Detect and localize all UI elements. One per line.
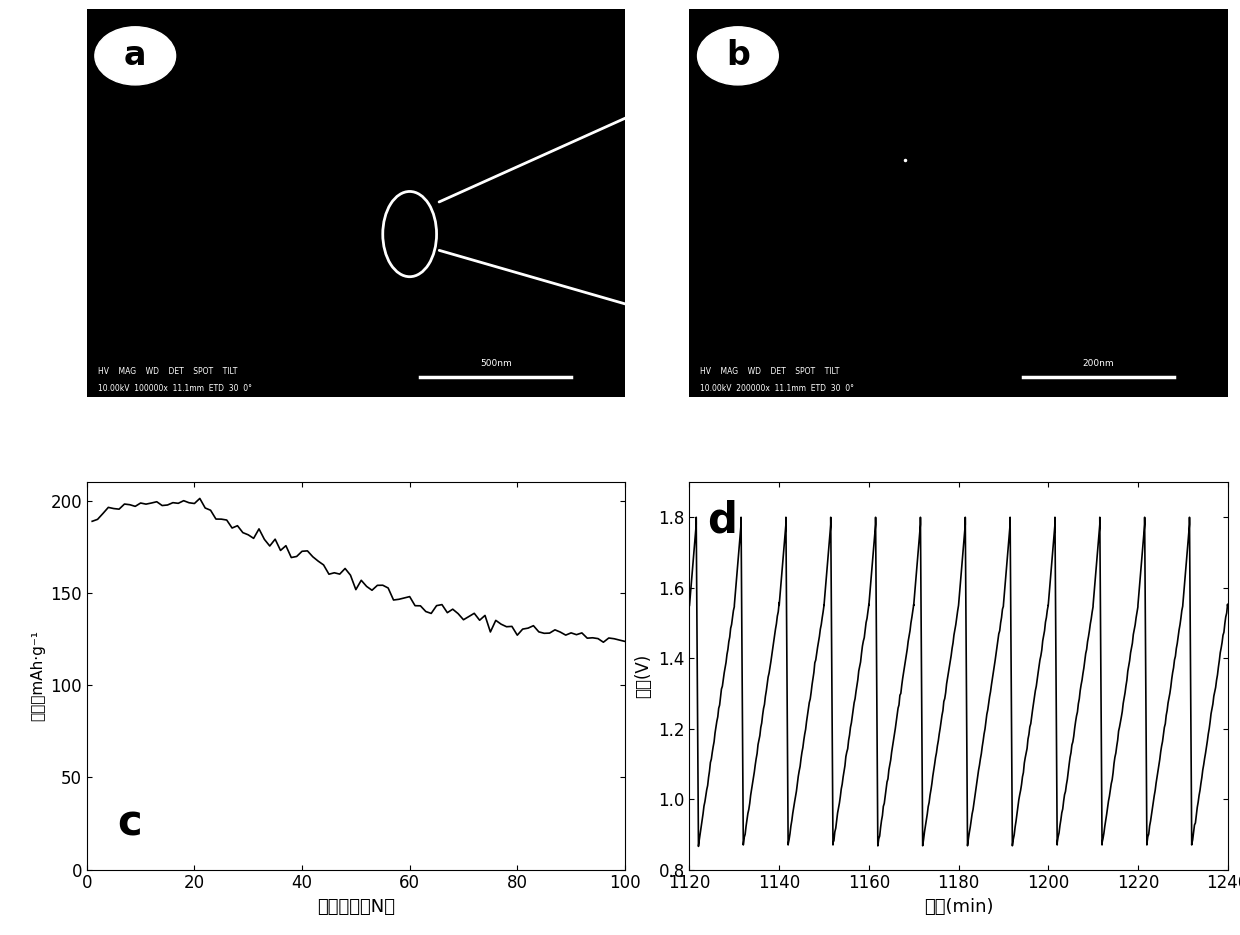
Text: 200nm: 200nm xyxy=(1083,359,1115,367)
Text: 10.00kV  100000x  11.1mm  ETD  30  0°: 10.00kV 100000x 11.1mm ETD 30 0° xyxy=(98,384,252,393)
Text: 500nm: 500nm xyxy=(480,359,512,367)
X-axis label: 循环次数（N）: 循环次数（N） xyxy=(317,898,394,916)
Y-axis label: 比容量mAh·g⁻¹: 比容量mAh·g⁻¹ xyxy=(30,630,45,721)
Circle shape xyxy=(95,27,176,85)
Text: HV    MAG    WD    DET    SPOT    TILT: HV MAG WD DET SPOT TILT xyxy=(98,367,237,376)
Y-axis label: 电压(V): 电压(V) xyxy=(635,654,652,698)
Text: HV    MAG    WD    DET    SPOT    TILT: HV MAG WD DET SPOT TILT xyxy=(701,367,839,376)
Text: a: a xyxy=(124,39,146,72)
Text: c: c xyxy=(118,802,143,844)
Text: 10.00kV  200000x  11.1mm  ETD  30  0°: 10.00kV 200000x 11.1mm ETD 30 0° xyxy=(701,384,854,393)
Text: d: d xyxy=(707,500,737,541)
Circle shape xyxy=(698,27,779,85)
Text: b: b xyxy=(725,39,750,72)
X-axis label: 时间(min): 时间(min) xyxy=(924,898,993,916)
